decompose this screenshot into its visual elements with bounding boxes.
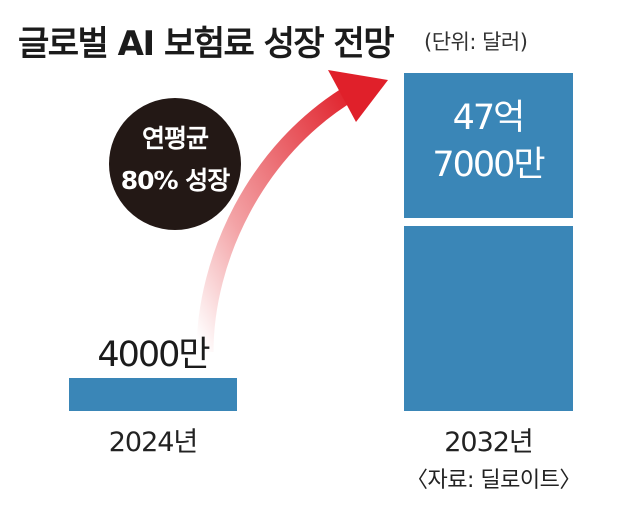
callout-circle xyxy=(109,98,241,230)
bar-2-upper xyxy=(404,73,573,218)
chart-title: 글로벌 AI 보험료 성장 전망 xyxy=(18,24,395,64)
source-note: 〈자료: 딜로이트〉 xyxy=(406,468,581,493)
bar-2-lower xyxy=(404,226,573,411)
callout-line1: 연평균 xyxy=(142,124,209,153)
labels-group: 4000만 2024년 47억 7000만 2032년 xyxy=(97,98,546,458)
growth-callout: 연평균 80% 성장 xyxy=(109,98,241,230)
category-label-1: 2024년 xyxy=(109,427,198,458)
unit-note: (단위: 달러) xyxy=(424,30,528,54)
bars-group xyxy=(69,73,573,411)
category-label-2: 2032년 xyxy=(444,427,533,458)
bar-1 xyxy=(69,378,237,411)
data-label-1: 4000만 xyxy=(97,335,209,375)
callout-line2: 80% 성장 xyxy=(121,166,231,195)
data-label-2-line1: 47억 xyxy=(453,98,524,138)
growth-arrow xyxy=(196,70,388,353)
data-label-2-line2: 7000만 xyxy=(432,145,544,185)
